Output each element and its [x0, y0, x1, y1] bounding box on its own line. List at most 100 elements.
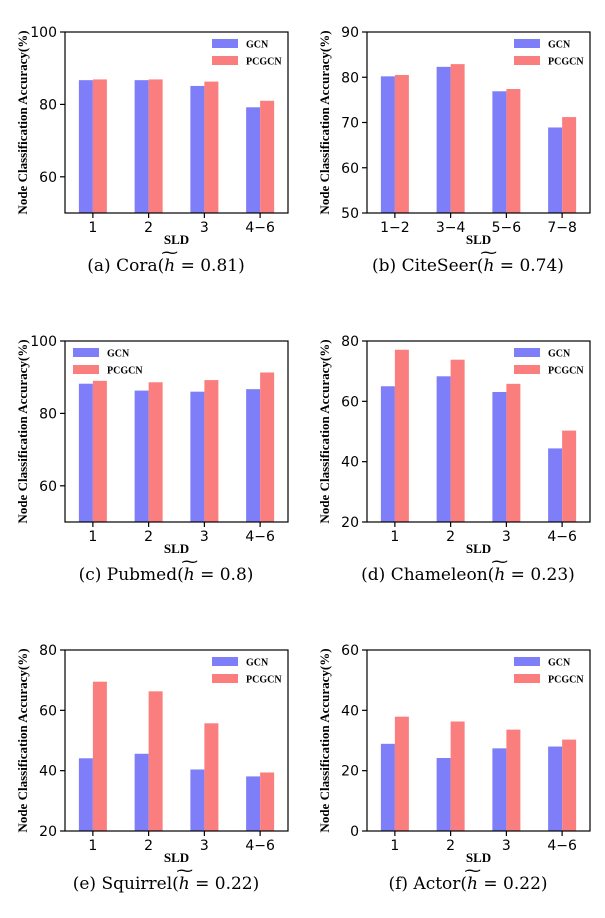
x-tick-label: 7−8	[547, 220, 577, 236]
bar-gcn-2	[190, 85, 205, 213]
legend-label-pcgcn: PCGCN	[548, 366, 584, 377]
bar-pcgcn-0	[394, 74, 409, 214]
bar-pcgcn-2	[204, 380, 219, 522]
legend-label-pcgcn: PCGCN	[548, 675, 584, 686]
caption-value: = 0.22)	[189, 874, 260, 894]
chart-panel-actor: 0 20 40 60 1 2 3 4−6 SLD Node Classification Accu…	[302, 618, 604, 918]
bar-gcn-0	[380, 743, 395, 831]
legend-label-pcgcn: PCGCN	[107, 366, 143, 377]
bar-gcn-1	[436, 758, 451, 831]
y-tick-label: 100	[30, 334, 57, 350]
bar-pcgcn-3	[260, 772, 275, 831]
bar-gcn-1	[134, 753, 149, 831]
h-tilde-symbol: h	[184, 565, 195, 585]
y-axis-label: Node Classification Accuracy(%)	[15, 30, 30, 214]
bar-gcn-1	[436, 376, 451, 522]
bar-gcn-2	[492, 91, 507, 213]
x-tick-label: 3	[200, 220, 209, 236]
caption-value: = 0.23)	[505, 565, 575, 585]
bar-pcgcn-1	[148, 691, 163, 831]
bar-pcgcn-2	[204, 723, 219, 831]
caption-prefix: (d) Chameleon(	[361, 565, 495, 585]
y-tick-label: 20	[39, 824, 57, 840]
caption-prefix: (b) CiteSeer(	[372, 256, 484, 276]
bar-gcn-3	[246, 389, 261, 522]
y-tick-label: 100	[30, 25, 57, 41]
caption-chameleon: (d) Chameleon(h = 0.23)	[332, 565, 604, 585]
x-tick-label: 1	[390, 838, 399, 854]
y-axis-label: Node Classification Accuracy(%)	[317, 648, 332, 832]
x-tick-label: 4−6	[245, 529, 275, 545]
legend-label-gcn: GCN	[246, 40, 269, 51]
chart-panel-cora: 60 80 100 1 2 3 4−6 SLD Node Classification Accu…	[0, 0, 302, 300]
bar-pcgcn-3	[562, 739, 577, 831]
bar-pcgcn-2	[506, 729, 521, 831]
bar-pcgcn-1	[450, 721, 465, 831]
x-axis-label: SLD	[466, 541, 491, 556]
bar-pcgcn-0	[92, 79, 107, 213]
y-tick-label: 60	[39, 479, 57, 495]
chart-panel-chameleon: 20 40 60 80 1 2 3 4−6 SLD Node Classification Acc…	[302, 309, 604, 609]
legend-swatch-gcn	[514, 39, 540, 48]
y-tick-label: 40	[39, 764, 57, 780]
bar-pcgcn-1	[450, 359, 465, 522]
bar-pcgcn-3	[260, 372, 275, 522]
bar-gcn-0	[380, 386, 395, 522]
legend-label-pcgcn: PCGCN	[548, 57, 584, 68]
chart-panel-squirrel: 20 40 60 80 1 2 3 4−6 SLD Node Classification Acc…	[0, 618, 302, 918]
h-tilde-symbol: h	[483, 256, 494, 276]
caption-value: = 0.22)	[478, 874, 548, 894]
bar-pcgcn-3	[562, 430, 577, 522]
caption-squirrel: (e) Squirrel(h = 0.22)	[30, 874, 302, 894]
caption-value: = 0.74)	[494, 256, 564, 276]
y-tick-label: 20	[341, 515, 359, 531]
caption-value: = 0.8)	[194, 565, 254, 585]
x-tick-label: 3−4	[436, 220, 466, 236]
x-tick-label: 3	[502, 838, 511, 854]
caption-citeseer: (b) CiteSeer(h = 0.74)	[332, 256, 604, 276]
y-axis-label: Node Classification Accuracy(%)	[15, 339, 30, 523]
x-tick-label: 1−2	[380, 220, 410, 236]
bar-gcn-1	[436, 66, 451, 213]
x-tick-label: 1	[88, 529, 97, 545]
x-tick-label: 2	[446, 838, 455, 854]
y-tick-label: 60	[39, 170, 57, 186]
plot-frame	[64, 340, 289, 523]
caption-pubmed: (c) Pubmed(h = 0.8)	[30, 565, 302, 585]
x-tick-label: 1	[88, 220, 97, 236]
legend-swatch-gcn	[212, 657, 238, 666]
legend-swatch-pcgcn	[212, 674, 238, 683]
bar-pcgcn-3	[260, 100, 275, 213]
y-tick-label: 60	[341, 161, 359, 177]
caption-prefix: (c) Pubmed(	[78, 565, 184, 585]
x-tick-label: 1	[390, 529, 399, 545]
legend-label-pcgcn: PCGCN	[246, 57, 282, 68]
y-tick-label: 60	[39, 703, 57, 719]
caption-prefix: (a) Cora(	[87, 256, 165, 276]
bar-gcn-0	[380, 76, 395, 213]
bar-gcn-1	[134, 390, 149, 522]
y-tick-label: 40	[341, 703, 359, 719]
bar-pcgcn-2	[204, 81, 219, 213]
bar-pcgcn-0	[394, 716, 409, 831]
y-tick-label: 80	[39, 643, 57, 659]
x-tick-label: 4−6	[245, 220, 275, 236]
legend-swatch-gcn	[73, 348, 99, 357]
y-axis-label: Node Classification Accuracy(%)	[317, 339, 332, 523]
y-tick-label: 80	[39, 406, 57, 422]
bar-gcn-3	[548, 746, 563, 831]
x-tick-label: 4−6	[245, 838, 275, 854]
bar-pcgcn-2	[506, 89, 521, 213]
bar-gcn-2	[492, 748, 507, 831]
h-tilde-symbol: h	[467, 874, 478, 894]
bar-gcn-0	[78, 758, 93, 831]
bar-pcgcn-1	[148, 79, 163, 213]
y-axis-label: Node Classification Accuracy(%)	[317, 30, 332, 214]
x-tick-label: 3	[200, 529, 209, 545]
bar-gcn-3	[246, 107, 261, 213]
x-tick-label: 2	[446, 529, 455, 545]
